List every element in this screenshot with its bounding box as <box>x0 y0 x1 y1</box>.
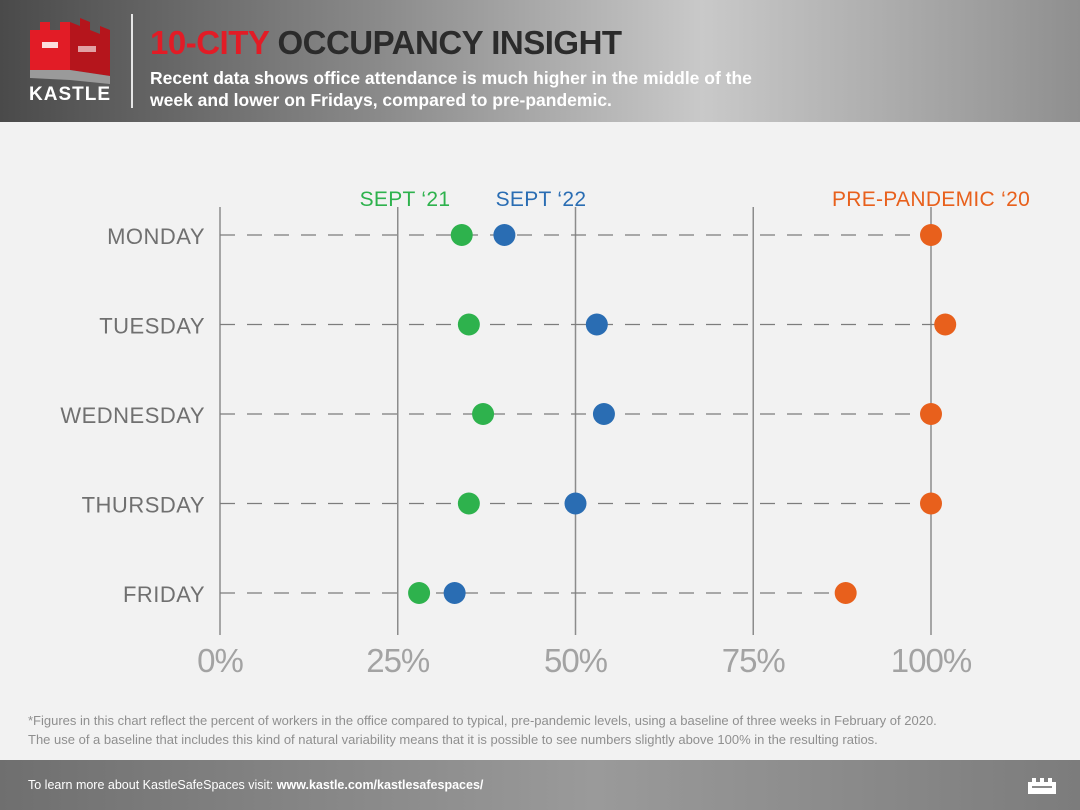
header: KASTLE 10-CITY OCCUPANCY INSIGHT Recent … <box>0 0 1080 122</box>
category-label: TUESDAY <box>99 314 205 339</box>
data-point <box>443 582 466 604</box>
category-label: MONDAY <box>107 224 205 249</box>
footer: To learn more about KastleSafeSpaces vis… <box>0 760 1080 810</box>
logo-wordmark: KASTLE <box>29 84 111 105</box>
castle-icon <box>1028 778 1056 794</box>
data-point <box>472 403 495 425</box>
x-tick-label: 75% <box>722 642 786 679</box>
dot-plot-chart: 0% 25% 50% 75% 100% MONDAY TUESDAY WEDNESDAY THU… <box>60 188 1030 679</box>
category-label: WEDNESDAY <box>60 403 205 428</box>
footnote-line-2: The use of a baseline that includes this… <box>28 732 878 747</box>
data-point <box>920 224 942 246</box>
data-point <box>834 582 857 604</box>
category-label: FRIDAY <box>123 582 205 607</box>
header-divider <box>131 14 133 108</box>
data-point <box>408 582 431 604</box>
data-point <box>457 313 480 336</box>
footnote-line-1: *Figures in this chart reflect the perce… <box>28 713 937 728</box>
data-point <box>920 403 942 425</box>
data-point <box>592 403 615 425</box>
x-tick-label: 50% <box>544 642 608 679</box>
title-rest: OCCUPANCY INSIGHT <box>277 24 622 61</box>
category-label: THURSDAY <box>82 493 205 518</box>
data-point <box>934 313 957 336</box>
series-label: SEPT ‘21 <box>360 188 451 211</box>
x-tick-label: 25% <box>366 642 430 679</box>
castle-icon <box>30 18 110 84</box>
data-point <box>920 492 942 515</box>
footnote: *Figures in this chart reflect the perce… <box>28 711 1058 749</box>
data-point <box>493 224 516 246</box>
page-subtitle: Recent data shows office attendance is m… <box>150 68 752 110</box>
page-title: 10-CITY OCCUPANCY INSIGHT <box>150 24 622 62</box>
footer-label: To learn more about KastleSafeSpaces vis… <box>28 778 274 792</box>
x-tick-label: 100% <box>891 642 972 679</box>
footer-text: To learn more about KastleSafeSpaces vis… <box>28 778 483 792</box>
title-highlight: 10-CITY <box>150 24 269 61</box>
data-point <box>450 224 473 246</box>
data-point <box>457 492 480 515</box>
data-point <box>564 492 587 515</box>
series-label: SEPT ‘22 <box>496 188 587 211</box>
data-point <box>585 313 608 336</box>
footer-link[interactable]: www.kastle.com/kastlesafespaces/ <box>276 778 484 792</box>
x-tick-label: 0% <box>197 642 243 679</box>
series-label: PRE-PANDEMIC ‘20 <box>832 188 1030 211</box>
